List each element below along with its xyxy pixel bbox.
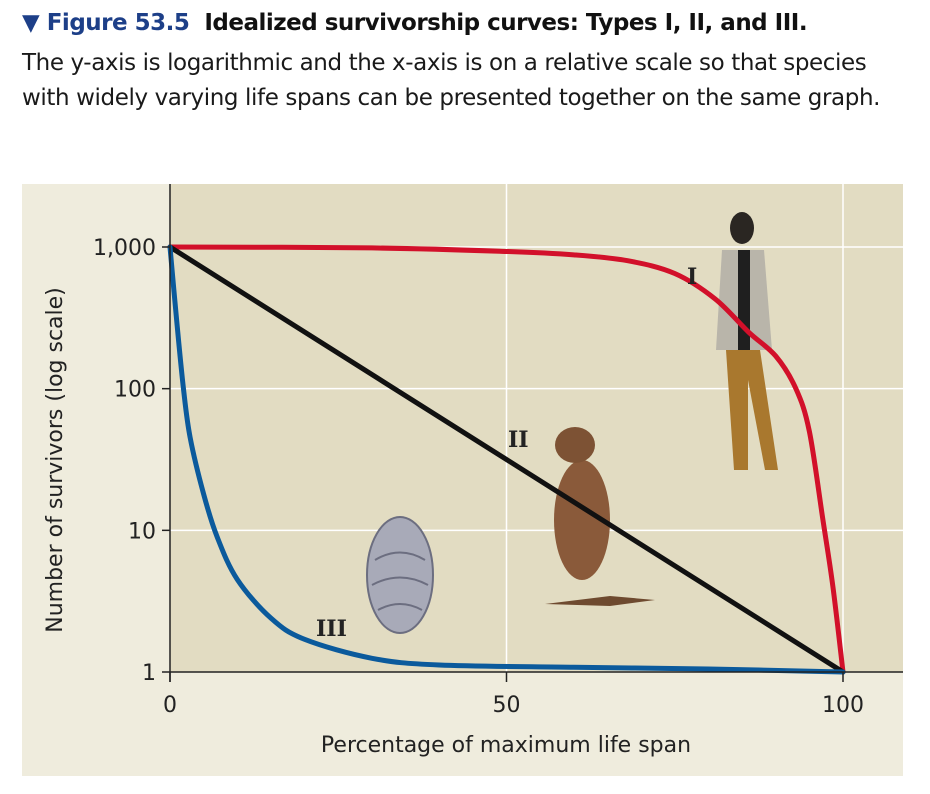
curve-label-i: I — [687, 264, 697, 290]
plot-area — [170, 184, 903, 672]
curve-label-iii: III — [316, 616, 347, 642]
series-line-type-i — [167, 244, 846, 675]
series-line-type-iii — [167, 244, 846, 675]
figure-label: ▼ Figure 53.5 — [22, 10, 190, 36]
y-tick-label: 100 — [114, 378, 156, 403]
animal-illustrations — [366, 212, 778, 634]
x-tick-label: 50 — [493, 693, 521, 718]
squirrel-illustration — [545, 427, 655, 606]
figure-title-text: Idealized survivorship curves: Types I, … — [204, 10, 808, 36]
x-tick-label: 0 — [163, 693, 177, 718]
oyster-illustration — [366, 516, 434, 634]
x-axis-label: Percentage of maximum life span — [321, 733, 691, 758]
figure-caption: The y-axis is logarithmic and the x-axis… — [22, 50, 881, 111]
y-tick-label: 1 — [142, 661, 156, 686]
curve-label-ii: II — [508, 427, 529, 453]
y-tick-label: 10 — [128, 519, 156, 544]
y-axis-label: Number of survivors (log scale) — [43, 287, 68, 633]
series-line-type-ii — [167, 244, 846, 675]
y-tick-label: 1,000 — [93, 236, 156, 261]
x-tick-label: 100 — [822, 693, 864, 718]
figure-title: ▼ Figure 53.5 Idealized survivorship cur… — [22, 10, 808, 36]
